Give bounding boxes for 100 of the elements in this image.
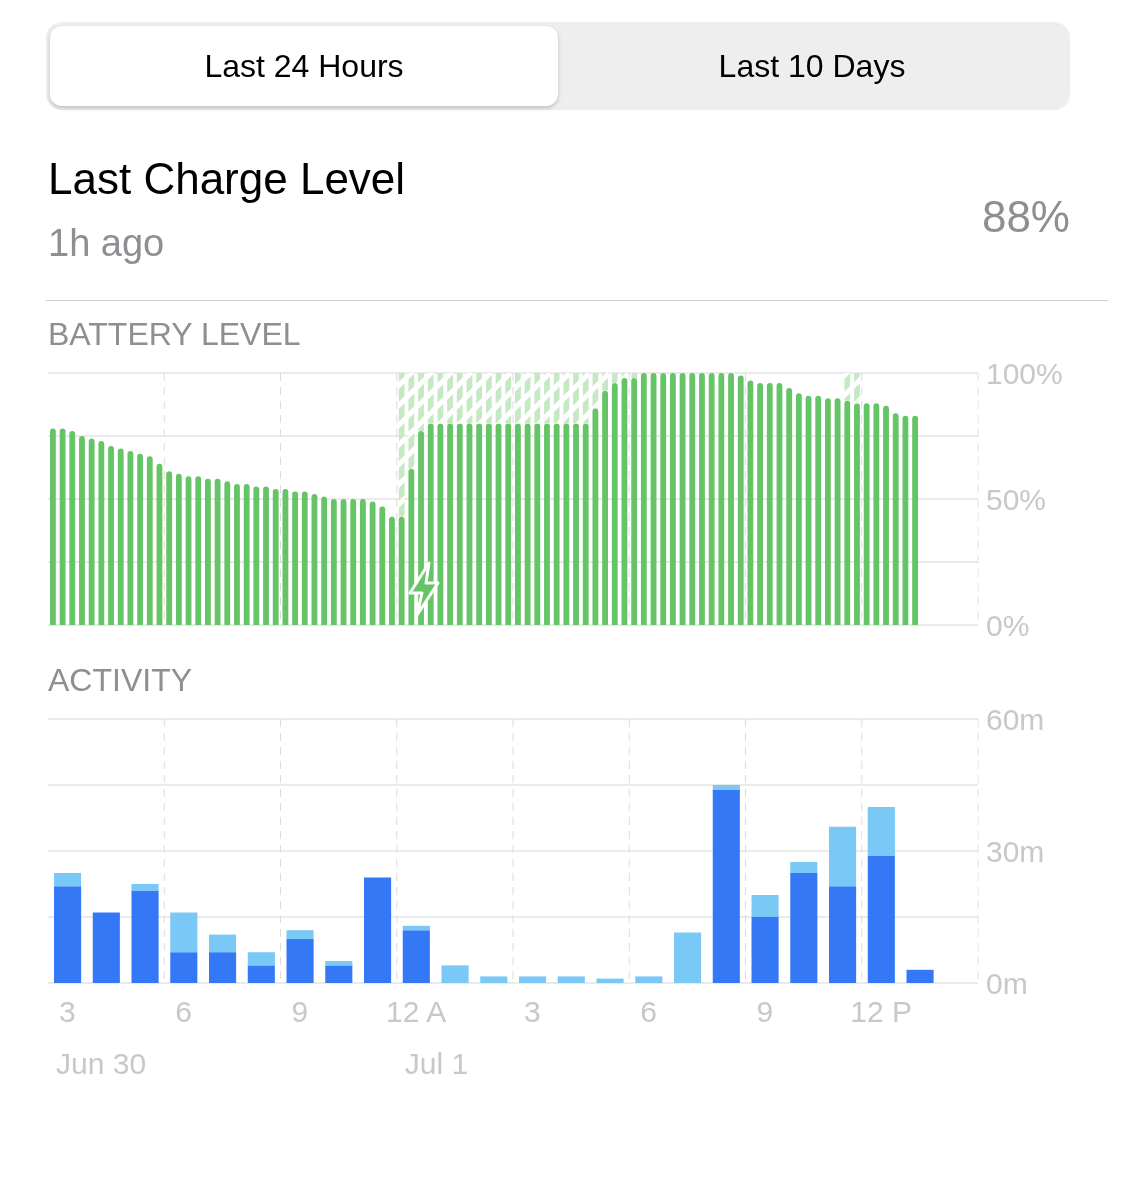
bar [402, 925, 430, 931]
bar [253, 486, 260, 625]
bar [829, 826, 857, 887]
bar [98, 441, 105, 625]
bar [108, 446, 114, 625]
bar [670, 373, 676, 625]
x-tick-label: 12 P [850, 995, 912, 1029]
bar [829, 886, 857, 983]
bar [611, 383, 618, 625]
bar [544, 423, 550, 625]
bar [712, 789, 740, 983]
bar [660, 373, 667, 625]
bar [447, 373, 453, 424]
x-tick-label: 9 [756, 995, 774, 1029]
bar [795, 393, 802, 625]
bar [786, 388, 793, 625]
bar [175, 473, 182, 625]
bar [573, 423, 579, 625]
bar [286, 930, 314, 939]
bar [790, 862, 818, 873]
text: Jun 30 [56, 1047, 147, 1081]
bar [485, 373, 492, 424]
bar [718, 373, 725, 625]
bar [844, 373, 851, 401]
bar [441, 965, 469, 983]
bar [631, 373, 638, 379]
bar [321, 496, 328, 625]
bar [505, 423, 512, 625]
bar [883, 405, 889, 625]
bar [379, 506, 386, 625]
text: Last 10 Days [717, 46, 907, 86]
text: Last Charge Level [48, 154, 406, 204]
bar [205, 478, 211, 625]
bar [602, 373, 608, 391]
bar [146, 456, 153, 625]
bar [166, 471, 173, 625]
y-tick-label: 60m [986, 702, 1045, 736]
bar [292, 491, 298, 625]
y-tick-label: 100% [986, 356, 1063, 390]
text: Last 24 Hours [50, 26, 558, 106]
bar [69, 430, 76, 625]
bar [476, 423, 483, 625]
bar [635, 976, 663, 983]
bar [602, 390, 608, 625]
bar [418, 373, 424, 431]
bar [751, 917, 779, 983]
chart-title: ACTIVITY [48, 661, 193, 700]
bar [402, 930, 430, 983]
bar [596, 978, 624, 983]
bar [679, 373, 686, 625]
bar [360, 499, 366, 625]
bar [447, 423, 453, 625]
bar [892, 413, 899, 625]
bar [234, 483, 240, 625]
bar [844, 400, 851, 625]
bar [389, 516, 395, 625]
bar [757, 383, 763, 625]
bar [456, 423, 463, 625]
bar [708, 373, 715, 625]
bar [906, 969, 934, 983]
bar [524, 423, 531, 625]
bar [867, 807, 895, 856]
bar [573, 373, 579, 424]
bar [476, 373, 483, 424]
bar [815, 395, 822, 625]
bar [674, 932, 702, 983]
bar [247, 965, 275, 983]
bar [689, 373, 696, 625]
bar [640, 373, 647, 625]
bar [456, 373, 463, 424]
bar [209, 934, 237, 953]
x-tick-label: 9 [291, 995, 309, 1029]
bar [728, 373, 734, 625]
y-tick-label: 30m [986, 834, 1045, 868]
bar [524, 373, 531, 424]
bar [170, 952, 198, 983]
bar [247, 952, 275, 966]
bar [88, 438, 95, 625]
bar [557, 976, 585, 983]
x-tick-label: 6 [640, 995, 657, 1029]
bar [712, 785, 740, 790]
bar [534, 423, 541, 625]
bar [519, 976, 547, 983]
bar [854, 403, 860, 625]
y-tick-label: 0m [986, 966, 1028, 1000]
bar [825, 398, 831, 625]
bar [534, 373, 541, 424]
bar [563, 423, 570, 625]
bar [131, 884, 159, 891]
chart-title: BATTERY LEVEL [48, 315, 302, 354]
bar [243, 483, 250, 625]
bar [325, 965, 353, 983]
text: 88% [981, 192, 1070, 242]
bar [79, 436, 85, 625]
x-tick-label: 6 [175, 995, 192, 1029]
bar [408, 373, 415, 469]
bar [515, 373, 521, 424]
bar [544, 373, 550, 424]
bar [263, 486, 269, 625]
bar [272, 488, 279, 625]
